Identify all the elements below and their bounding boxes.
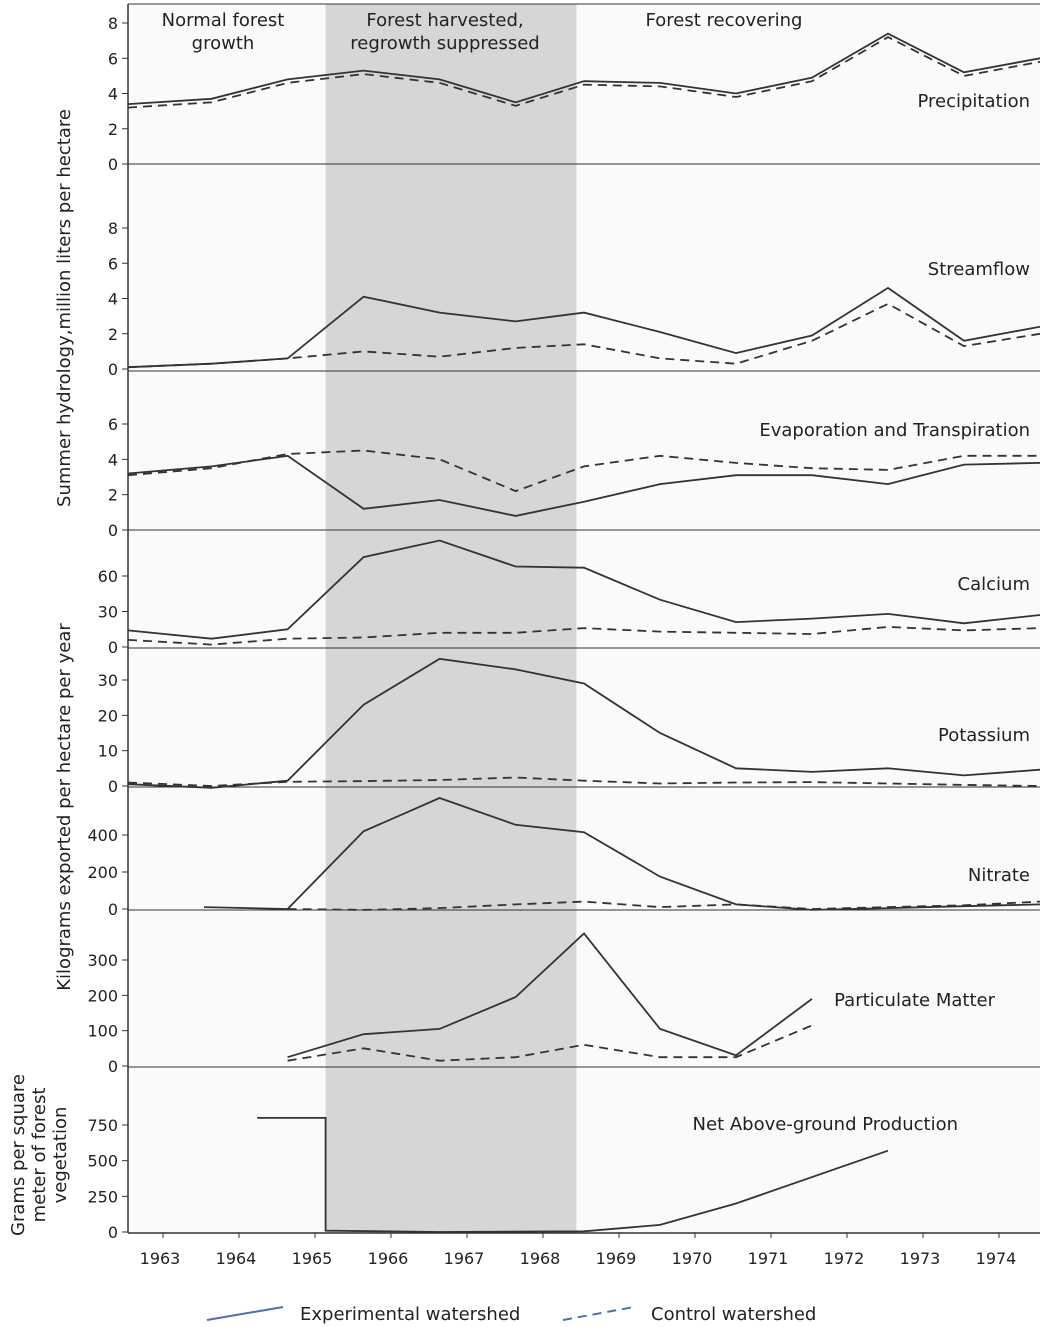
panel-label-6: Particulate Matter [834,990,995,1011]
phase-label-2-0: Forest recovering [646,10,803,31]
experimental-line-0 [127,32,1040,105]
ytick-label-7-1: 250 [87,1187,118,1206]
ytick-label-6-3: 300 [87,951,118,970]
ytick-label-6-1: 100 [87,1022,118,1041]
ytick-label-2-3: 6 [108,415,118,434]
ytick-label-6-2: 200 [87,986,118,1005]
experimental-line-7 [257,1117,889,1233]
phase-label-1-0: Forest harvested, [366,10,523,31]
ytick-label-0-2: 4 [108,85,118,104]
y-axis-title-2-line-1: meter of forest [29,1088,50,1223]
ytick-label-7-0: 0 [108,1223,118,1242]
experimental-line-4 [127,657,1040,789]
panel-label-3: Calcium [958,574,1030,595]
ytick-label-7-2: 500 [87,1152,118,1171]
y-axis-title-2-line-2: vegetation [50,1107,71,1204]
panel-label-5: Nitrate [968,865,1030,886]
xtick-label-4: 1967 [444,1249,485,1268]
panel-label-0: Precipitation [917,91,1030,112]
panel-label-4: Potassium [938,725,1030,746]
ytick-label-4-0: 0 [108,777,118,796]
ytick-label-5-0: 0 [108,900,118,919]
phase-label-0-1: growth [192,33,255,54]
control-line-5 [287,900,1040,911]
xtick-label-3: 1966 [368,1249,409,1268]
experimental-line-6 [287,932,813,1059]
xtick-label-10: 1973 [900,1249,941,1268]
legend-control-swatch [562,1306,635,1321]
ytick-label-1-0: 0 [108,360,118,379]
ytick-label-4-1: 10 [98,742,118,761]
ytick-label-3-0: 0 [108,638,118,657]
xtick-label-11: 1974 [976,1249,1017,1268]
ytick-label-0-3: 6 [108,49,118,68]
ytick-label-3-1: 30 [98,603,118,622]
control-line-2 [127,449,1040,493]
xtick-label-7: 1970 [672,1249,713,1268]
xtick-label-5: 1968 [520,1249,561,1268]
xtick-label-2: 1965 [292,1249,333,1268]
phase-label-1-1: regrowth suppressed [350,33,539,54]
experimental-line-1 [127,286,1040,369]
experimental-line-5 [203,797,1040,911]
ytick-label-0-0: 0 [108,155,118,174]
ytick-label-5-2: 400 [87,826,118,845]
xtick-label-8: 1971 [748,1249,789,1268]
ytick-label-1-3: 6 [108,254,118,273]
phase-label-0-0: Normal forest [162,10,285,31]
ytick-label-3-2: 60 [98,567,118,586]
ytick-label-4-3: 30 [98,671,118,690]
y-axis-title-0: Summer hydrology,million liters per hect… [54,109,75,507]
control-line-1 [127,302,1040,369]
xtick-label-9: 1972 [824,1249,865,1268]
control-line-6 [287,1024,813,1062]
xtick-label-1: 1964 [216,1249,257,1268]
phase-shade-1 [325,4,577,1233]
xtick-label-6: 1969 [596,1249,637,1268]
ytick-label-1-1: 2 [108,325,118,344]
ytick-label-2-1: 2 [108,486,118,505]
ytick-label-5-1: 200 [87,863,118,882]
experimental-line-3 [127,539,1040,640]
ytick-label-4-2: 20 [98,706,118,725]
ytick-label-6-0: 0 [108,1057,118,1076]
legend-experimental-swatch [206,1306,284,1321]
ytick-label-0-1: 2 [108,120,118,139]
ytick-label-1-4: 8 [108,219,118,238]
y-axis-title-1: Kilograms exported per hectare per year [54,623,75,991]
control-line-3 [127,625,1040,646]
panel-label-2: Evaporation and Transpiration [759,420,1030,441]
xtick-label-0: 1963 [140,1249,181,1268]
ytick-label-7-3: 750 [87,1116,118,1135]
y-axis-title-2-line-0: Grams per square [8,1074,29,1236]
panel-label-7: Net Above-ground Production [693,1114,958,1135]
control-line-0 [127,36,1040,109]
ytick-label-0-4: 8 [108,14,118,33]
plot-background [128,4,1040,1233]
ytick-label-1-2: 4 [108,290,118,309]
control-line-4 [127,776,1040,787]
experimental-line-2 [127,454,1040,517]
legend-experimental-label: Experimental watershed [300,1304,520,1325]
ytick-label-2-0: 0 [108,521,118,540]
legend-control-label: Control watershed [651,1304,816,1325]
panel-label-1: Streamflow [928,259,1030,280]
ytick-label-2-2: 4 [108,450,118,469]
